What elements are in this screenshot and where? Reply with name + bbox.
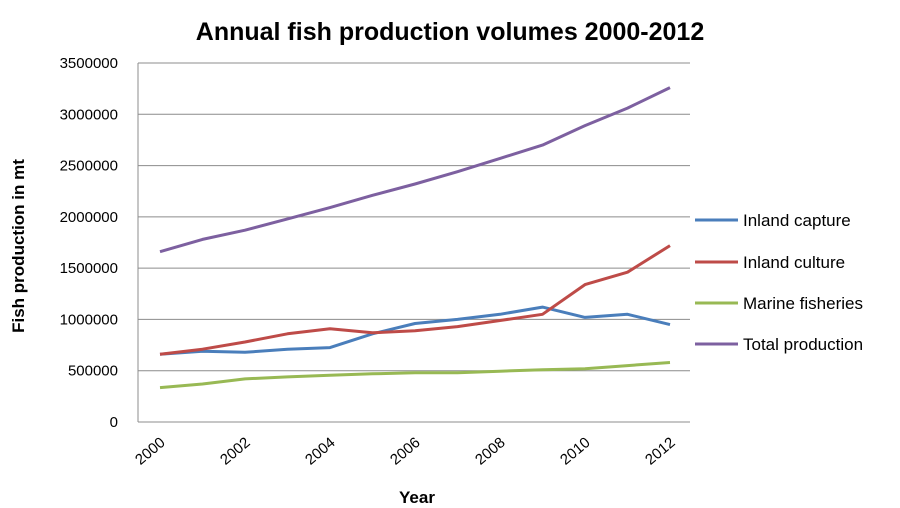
legend-label: Marine fisheries <box>743 294 863 313</box>
series-line-total-production <box>159 86 671 254</box>
x-axis-ticks: 2000 2002 2004 2006 2008 2010 2012 <box>132 434 678 468</box>
legend-label: Inland capture <box>743 211 851 230</box>
legend-label: Total production <box>743 335 863 354</box>
y-axis-ticks: 0 500000 1000000 1500000 2000000 2500000 30000… <box>60 55 118 431</box>
y-tick-label: 500000 <box>68 363 118 380</box>
y-tick-label: 3500000 <box>60 55 118 72</box>
x-tick-label: 2004 <box>302 434 338 468</box>
y-tick-label: 0 <box>110 414 118 431</box>
y-tick-label: 3000000 <box>60 106 118 123</box>
y-axis-title: Fish production in mt <box>9 159 28 333</box>
y-tick-label: 2500000 <box>60 158 118 175</box>
y-tick-label: 1500000 <box>60 260 118 277</box>
series-lines <box>159 86 671 390</box>
x-tick-label: 2000 <box>132 434 168 468</box>
x-tick-label: 2002 <box>217 434 253 468</box>
series-line-marine-fisheries <box>159 361 671 390</box>
y-tick-label: 1000000 <box>60 311 118 328</box>
series-line-inland-culture <box>159 244 671 356</box>
x-tick-label: 2008 <box>472 434 508 468</box>
x-tick-label: 2006 <box>387 434 423 468</box>
chart-title: Annual fish production volumes 2000-2012 <box>196 18 704 46</box>
x-axis-title: Year <box>399 488 435 507</box>
series-line-inland-capture <box>159 305 671 356</box>
legend: Inland capture Inland culture Marine fishe… <box>695 211 863 354</box>
x-tick-label: 2010 <box>557 434 593 468</box>
gridlines <box>137 62 690 423</box>
legend-label: Inland culture <box>743 253 845 272</box>
x-tick-label: 2012 <box>642 434 678 468</box>
y-tick-label: 2000000 <box>60 209 118 226</box>
